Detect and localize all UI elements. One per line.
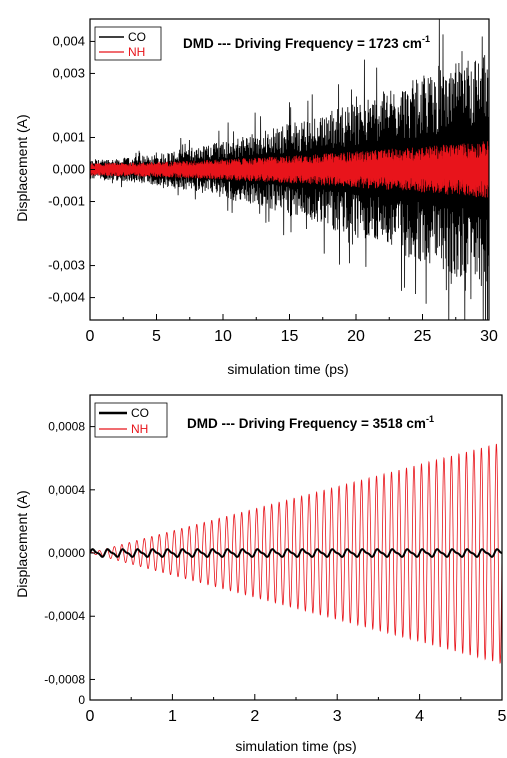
y-tick-label: -0,0004	[44, 609, 85, 623]
y-tick-label: 0	[78, 693, 85, 707]
chart-3518: 0,0008 0,0004 0,0000 -0,0004 -0,0008 0 0 1 2 3 4 5…	[14, 394, 507, 754]
y-tick-label: -0,004	[48, 290, 85, 305]
y-tick-label: -0,003	[48, 258, 85, 273]
x-tick-label: 1	[168, 708, 177, 725]
x-tick-label: 0	[86, 328, 95, 345]
chart-3518-legend: CO NH	[94, 402, 168, 438]
y-tick-label: 0,003	[52, 65, 85, 80]
chart-1723-y-ticks: 0,004 0,003 0,001 0,000 -0,001 -0,003 -0,004	[48, 33, 95, 305]
x-tick-label: 30	[480, 328, 498, 345]
x-tick-label: 15	[281, 328, 299, 345]
chart-1723: 0,004 0,003 0,001 0,000 -0,001 -0,003 -0,004 0…	[14, 18, 498, 377]
legend-label-co: CO	[128, 30, 146, 44]
legend-label-nh: NH	[128, 45, 145, 59]
legend-box	[94, 402, 168, 438]
series-line-nh	[90, 443, 502, 665]
chart-1723-y-axis-title: Displacement (A)	[14, 114, 30, 221]
y-tick-label: 0,0004	[48, 483, 85, 497]
x-tick-label: 4	[415, 708, 424, 725]
chart-1723-x-axis-title: simulation time (ps)	[227, 361, 348, 377]
x-tick-label: 3	[333, 708, 342, 725]
chart-3518-x-axis-title: simulation time (ps)	[235, 738, 356, 754]
chart-3518-series-group	[90, 443, 502, 665]
chart-1723-title-sup: -1	[422, 34, 430, 44]
chart-1723-title: DMD --- Driving Frequency = 1723 cm-1	[183, 34, 430, 51]
chart-3518-title-main: DMD --- Driving Frequency = 3518 cm	[187, 416, 426, 431]
chart-1723-legend: CO NH	[94, 26, 162, 61]
y-tick-label: 0,000	[52, 162, 85, 177]
y-tick-label: 0,0008	[48, 420, 85, 434]
chart-3518-x-ticks: 0 1 2 3 4 5	[86, 694, 507, 725]
y-tick-label: -0,001	[48, 194, 85, 209]
x-tick-label: 5	[498, 708, 507, 725]
y-tick-label: -0,0008	[44, 672, 85, 686]
x-tick-label: 5	[152, 328, 161, 345]
series-line-co	[90, 548, 502, 558]
x-tick-label: 0	[86, 708, 95, 725]
x-tick-label: 25	[414, 328, 432, 345]
y-tick-label: 0,001	[52, 129, 85, 144]
chart-1723-series-group	[90, 19, 489, 320]
legend-box	[94, 26, 162, 61]
x-tick-label: 10	[214, 328, 232, 345]
chart-1723-title-main: DMD --- Driving Frequency = 1723 cm	[183, 36, 422, 51]
x-tick-label: 2	[250, 708, 259, 725]
chart-3518-title: DMD --- Driving Frequency = 3518 cm-1	[187, 414, 434, 431]
chart-1723-x-ticks: 0 5 10 15 20 25 30	[86, 314, 498, 345]
legend-label-co: CO	[131, 406, 149, 420]
y-tick-label: 0,0000	[48, 546, 85, 560]
chart-3518-y-axis-title: Displacement (A)	[14, 490, 30, 597]
series-line-nh	[90, 141, 489, 198]
y-tick-label: 0,004	[52, 33, 85, 48]
x-tick-label: 20	[347, 328, 365, 345]
legend-label-nh: NH	[131, 422, 148, 436]
chart-3518-y-ticks: 0,0008 0,0004 0,0000 -0,0004 -0,0008 0	[44, 420, 95, 707]
chart-3518-title-sup: -1	[426, 414, 434, 424]
